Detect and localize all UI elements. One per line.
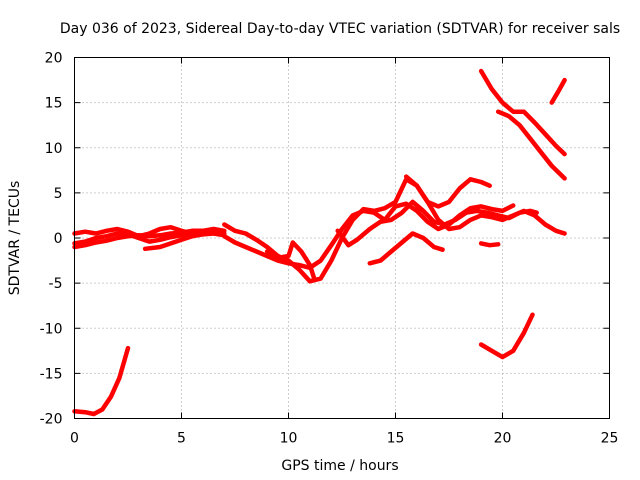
series-line-trace-12 xyxy=(478,241,501,248)
x-tick-label: 25 xyxy=(601,431,619,447)
series-line-trace-5 xyxy=(142,230,216,252)
data-series xyxy=(72,68,567,417)
y-tick-label: 0 xyxy=(54,231,63,247)
y-tick-label: 20 xyxy=(45,51,63,67)
series-line-trace-16 xyxy=(549,77,567,105)
y-axis-label: SDTVAR / TECUs xyxy=(7,181,23,296)
y-tick-label: 5 xyxy=(54,186,63,202)
x-tick-label: 15 xyxy=(387,431,405,447)
chart-title: Day 036 of 2023, Sidereal Day-to-day VTE… xyxy=(60,21,620,37)
series-line-trace-8 xyxy=(264,240,317,281)
series-line-trace-10 xyxy=(367,231,445,266)
plot-frame xyxy=(74,57,610,419)
series-line-trace-1 xyxy=(72,345,131,417)
series-line-trace-11 xyxy=(403,174,567,236)
y-tick-label: 15 xyxy=(45,96,63,112)
y-tick-label: 10 xyxy=(45,141,63,157)
series-line-trace-14 xyxy=(478,68,567,157)
series-line-trace-13 xyxy=(478,312,535,360)
x-tick-label: 10 xyxy=(280,431,298,447)
series-line-trace-15 xyxy=(495,109,567,181)
y-tick-label: -15 xyxy=(40,366,63,382)
y-tick-label: -20 xyxy=(40,412,63,428)
x-axis-label: GPS time / hours xyxy=(281,458,398,474)
x-tick-label: 5 xyxy=(177,431,186,447)
y-tick-label: -10 xyxy=(40,321,63,337)
series-line-trace-4 xyxy=(72,226,227,250)
axis-ticks: 0 5 10 15 20 25 -20 -15 -10 -5 0 5 10 15 20 xyxy=(40,51,619,447)
x-tick-label: 20 xyxy=(494,431,512,447)
y-tick-label: -5 xyxy=(49,276,63,292)
x-tick-label: 0 xyxy=(70,431,79,447)
